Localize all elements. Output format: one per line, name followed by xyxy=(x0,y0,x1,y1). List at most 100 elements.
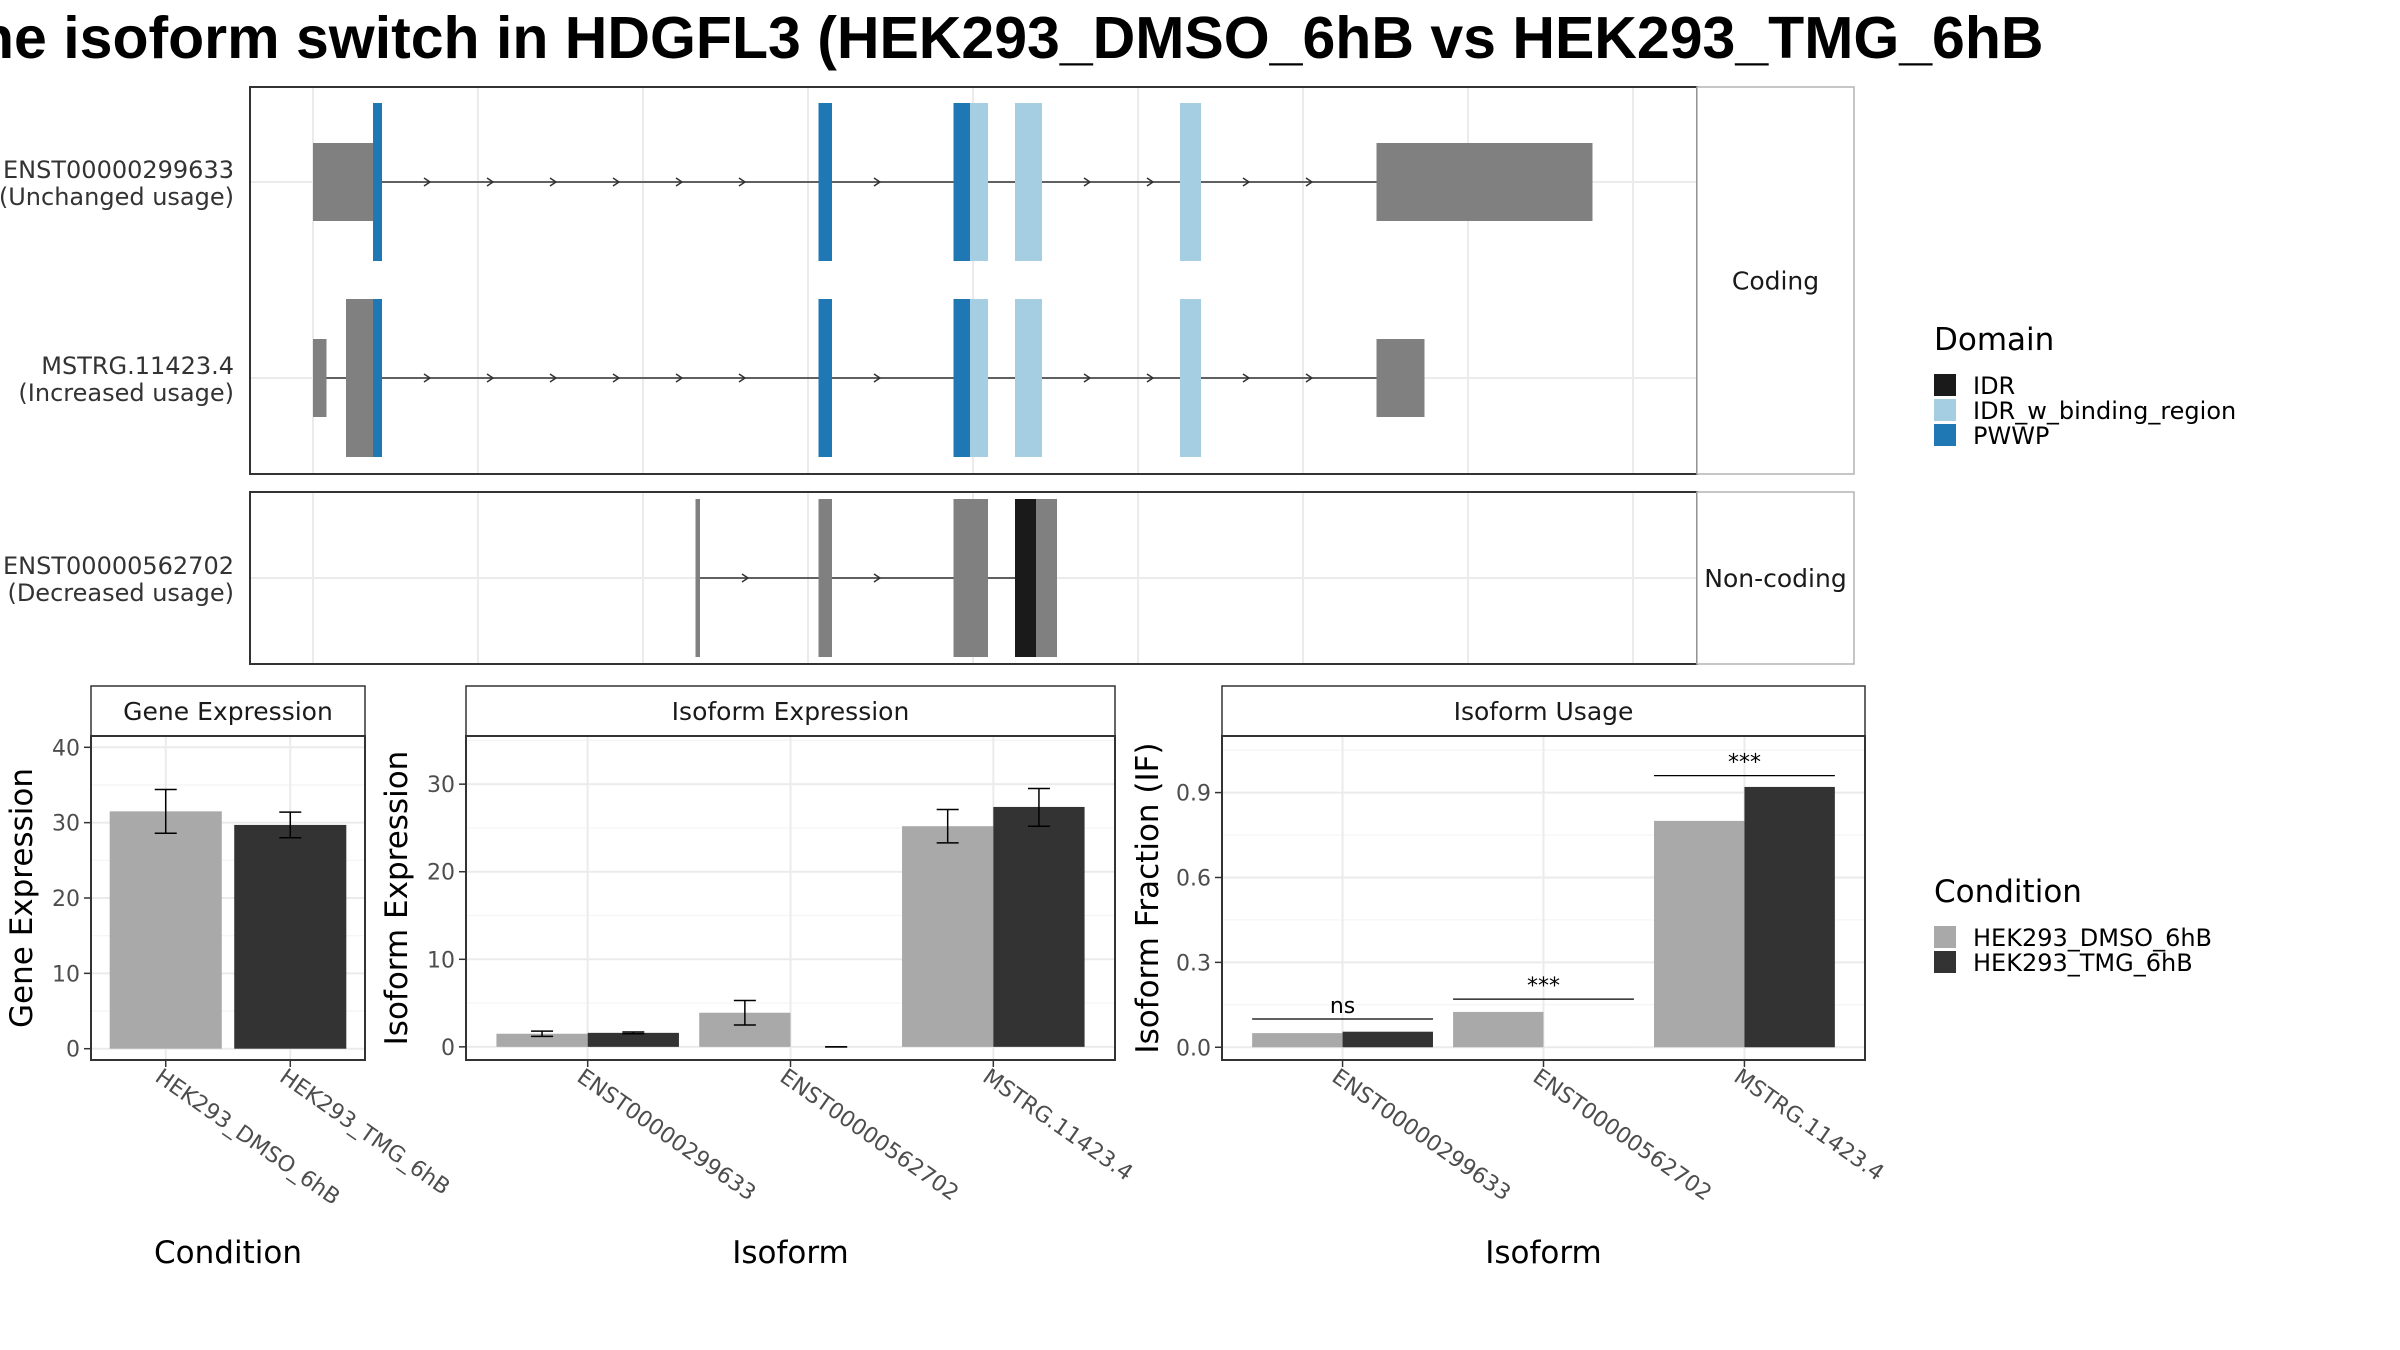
transcript-status-label: (Decreased usage) xyxy=(7,579,234,607)
domain-idr-w-binding-region xyxy=(1015,103,1042,261)
bar-hek293-tmg-6hb xyxy=(234,824,347,1049)
y-tick-label: 0.9 xyxy=(1176,782,1211,807)
strand-arrow xyxy=(486,177,495,187)
bar-hek293-dmso-6hb xyxy=(496,1033,588,1047)
figure-title: ne isoform switch in HDGFL3 (HEK293_DMSO… xyxy=(0,5,2044,71)
panel-strip-title: Isoform Expression xyxy=(672,697,910,726)
x-tick-label: MSTRG.11423.4 xyxy=(1729,1064,1888,1186)
domain-pwwp xyxy=(373,103,382,261)
panel-strip xyxy=(90,685,366,737)
significance-label: ns xyxy=(1330,994,1355,1019)
facet-strip-label: Coding xyxy=(1732,267,1819,296)
y-tick-label: 10 xyxy=(52,962,80,987)
x-tick-label: ENST00000562702 xyxy=(775,1064,963,1206)
exon xyxy=(818,499,832,657)
strand-arrow xyxy=(1305,177,1314,187)
strand-arrow xyxy=(1242,177,1251,187)
strand-arrow xyxy=(1083,373,1092,383)
domain-idr xyxy=(1015,499,1036,657)
exon xyxy=(695,499,700,657)
strand-arrow xyxy=(873,573,882,583)
strand-arrow xyxy=(612,373,621,383)
y-tick-label: 20 xyxy=(52,887,80,912)
domain-pwwp xyxy=(953,103,970,261)
strand-arrow xyxy=(423,177,432,187)
legend-label: HEK293_TMG_6hB xyxy=(1973,949,2193,977)
facet-strip xyxy=(1696,491,1855,665)
legend-swatch xyxy=(1934,424,1956,446)
significance-label: *** xyxy=(1527,974,1560,999)
exon xyxy=(1376,143,1593,221)
strand-arrow xyxy=(1146,373,1155,383)
y-tick-label: 30 xyxy=(52,812,80,837)
strand-arrow xyxy=(1146,177,1155,187)
strand-arrow xyxy=(675,373,684,383)
exon xyxy=(953,499,988,657)
x-tick-label: MSTRG.11423.4 xyxy=(978,1064,1137,1186)
strand-arrow xyxy=(738,177,747,187)
x-tick-label: ENST00000299633 xyxy=(1327,1064,1515,1206)
y-tick-label: 30 xyxy=(427,773,455,798)
domain-pwwp xyxy=(818,299,832,457)
legend-swatch xyxy=(1934,951,1956,973)
bar-hek293-tmg-6hb xyxy=(993,806,1085,1047)
legend-title: Condition xyxy=(1934,874,2082,910)
bar-hek293-dmso-6hb xyxy=(1453,1011,1544,1048)
transcript-ENST00000562702: ENST00000562702(Decreased usage) xyxy=(3,499,1057,657)
x-axis-title: Condition xyxy=(154,1235,302,1271)
x-tick-label: ENST00000299633 xyxy=(572,1064,760,1206)
strand-arrow xyxy=(1242,373,1251,383)
isoform-expression-panel: Isoform Expression 0 10 20 30 ENST00000299633… xyxy=(379,685,1137,1271)
y-tick-label: 0.6 xyxy=(1176,866,1211,891)
y-tick-label: 0 xyxy=(441,1036,455,1061)
bar-hek293-dmso-6hb xyxy=(1654,820,1745,1048)
y-tick-label: 20 xyxy=(427,861,455,886)
strand-arrow xyxy=(741,573,750,583)
facet-strip xyxy=(1696,86,1855,475)
legend-label: IDR_w_binding_region xyxy=(1973,397,2236,425)
panel-strip-title: Gene Expression xyxy=(123,697,333,726)
domain-idr-w-binding-region xyxy=(970,103,988,261)
legend-title: Domain xyxy=(1934,322,2054,358)
legend-swatch xyxy=(1934,926,1956,948)
transcript-status-label: (Increased usage) xyxy=(18,379,234,407)
exon xyxy=(313,143,373,221)
legend-label: HEK293_DMSO_6hB xyxy=(1973,924,2212,952)
legend-swatch xyxy=(1934,374,1956,396)
strand-arrow xyxy=(675,177,684,187)
strand-arrow xyxy=(612,177,621,187)
strand-arrow xyxy=(1083,177,1092,187)
bar-hek293-dmso-6hb xyxy=(109,811,222,1049)
exon xyxy=(1376,339,1425,417)
strand-arrow xyxy=(549,373,558,383)
domain-idr-w-binding-region xyxy=(1180,103,1201,261)
y-tick-label: 10 xyxy=(427,948,455,973)
exon xyxy=(313,339,327,417)
bar-hek293-tmg-6hb xyxy=(1342,1031,1433,1048)
bar-hek293-dmso-6hb xyxy=(902,826,994,1047)
bar-hek293-tmg-6hb xyxy=(587,1032,679,1047)
transcript-MSTRG.11423.4: MSTRG.11423.4(Increased usage) xyxy=(18,299,1425,457)
bar-hek293-tmg-6hb xyxy=(1744,786,1835,1048)
domain-pwwp xyxy=(953,299,970,457)
x-axis-title: Isoform xyxy=(732,1235,849,1271)
panel-strip xyxy=(1221,685,1866,737)
domain-pwwp xyxy=(818,103,832,261)
bar-hek293-dmso-6hb xyxy=(1252,1033,1343,1048)
y-tick-label: 0 xyxy=(66,1038,80,1063)
y-tick-label: 40 xyxy=(52,736,80,761)
strand-arrow xyxy=(738,373,747,383)
y-tick-label: 0.3 xyxy=(1176,951,1211,976)
domain-idr-w-binding-region xyxy=(970,299,988,457)
transcript-id-label: ENST00000562702 xyxy=(3,552,234,580)
domain-idr-w-binding-region xyxy=(1015,299,1042,457)
gene-structure-panel: Coding Non-coding ENST00000299633(Unchange… xyxy=(0,86,1855,665)
y-axis-title: Isoform Expression xyxy=(379,751,415,1046)
strand-arrow xyxy=(486,373,495,383)
legend-label: IDR xyxy=(1973,372,2015,400)
y-axis-title: Gene Expression xyxy=(4,768,40,1028)
strand-arrow xyxy=(1305,373,1314,383)
strand-arrow xyxy=(873,177,882,187)
